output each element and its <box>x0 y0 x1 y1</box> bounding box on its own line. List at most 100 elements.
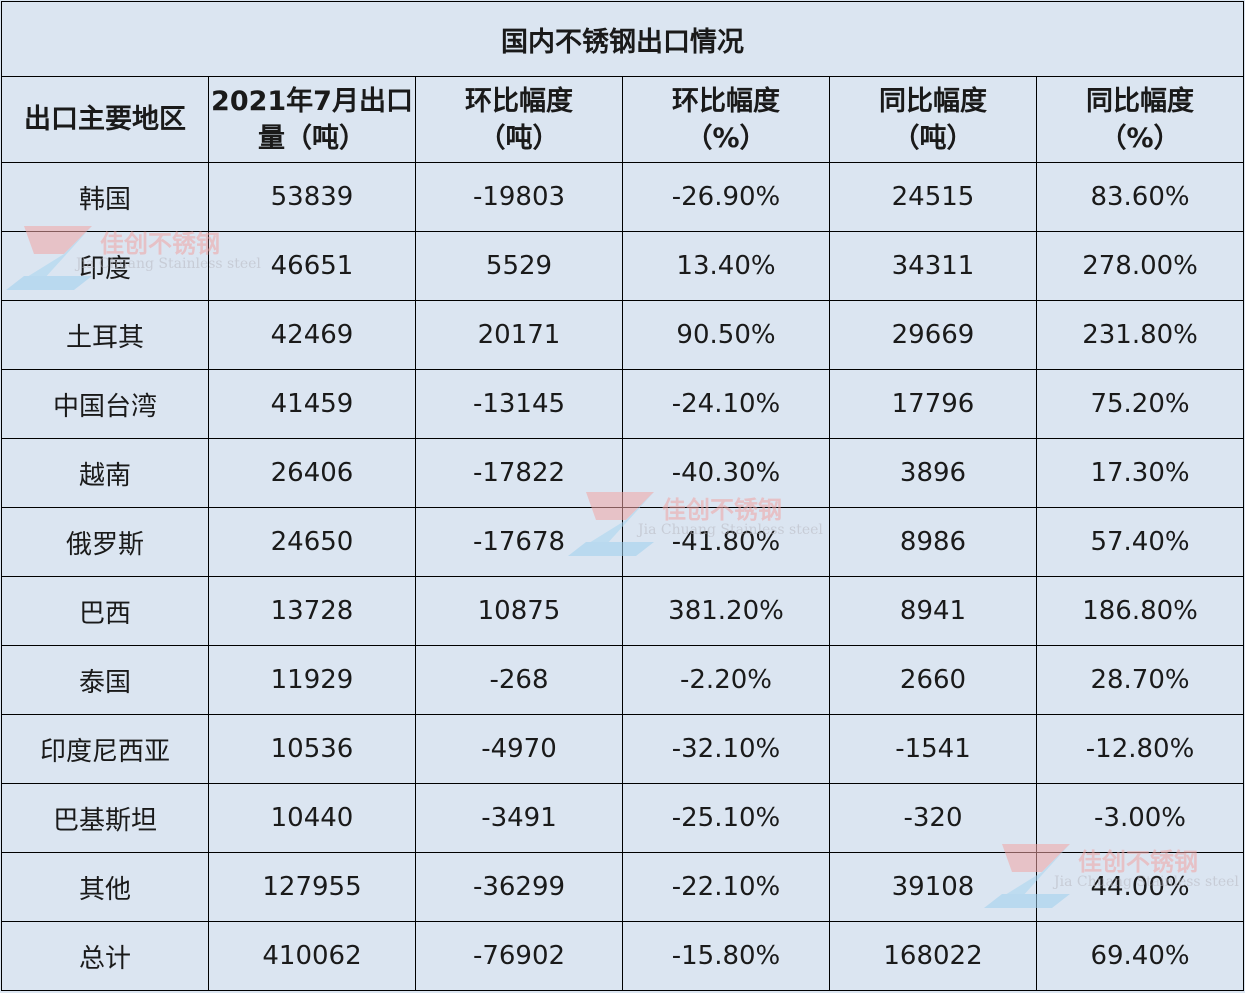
yoy-tons-cell: 2660 <box>829 645 1037 715</box>
export-volume-cell: 10536 <box>208 714 416 784</box>
export-volume-cell: 127955 <box>208 852 416 922</box>
export-volume-cell: 13728 <box>208 576 416 646</box>
yoy-tons-cell: 39108 <box>829 852 1037 922</box>
yoy-percent-cell: 17.30% <box>1035 438 1245 508</box>
header-line: 同比幅度 <box>879 85 987 117</box>
header-mom-percent: 环比幅度 （%） <box>622 76 830 163</box>
export-volume-cell: 26406 <box>208 438 416 508</box>
mom-tons-cell: 10875 <box>415 576 623 646</box>
yoy-percent-cell: 83.60% <box>1035 162 1245 232</box>
export-volume-cell: 10440 <box>208 783 416 853</box>
yoy-tons-cell: 29669 <box>829 300 1037 370</box>
mom-percent-cell: -24.10% <box>622 369 830 439</box>
export-volume-cell: 53839 <box>208 162 416 232</box>
region-cell: 总计 <box>1 921 209 991</box>
region-cell: 土耳其 <box>1 300 209 370</box>
yoy-tons-cell: 24515 <box>829 162 1037 232</box>
mom-percent-cell: -25.10% <box>622 783 830 853</box>
header-line: （吨） <box>892 122 974 154</box>
yoy-percent-cell: 231.80% <box>1035 300 1245 370</box>
yoy-percent-cell: 278.00% <box>1035 231 1245 301</box>
mom-percent-cell: -22.10% <box>622 852 830 922</box>
mom-percent-cell: -2.20% <box>622 645 830 715</box>
mom-tons-cell: -268 <box>415 645 623 715</box>
region-cell: 印度尼西亚 <box>1 714 209 784</box>
table-row: 土耳其 42469 20171 90.50% 29669 231.80% <box>1 300 1245 370</box>
yoy-tons-cell: 17796 <box>829 369 1037 439</box>
export-volume-cell: 24650 <box>208 507 416 577</box>
region-cell: 俄罗斯 <box>1 507 209 577</box>
mom-tons-cell: -3491 <box>415 783 623 853</box>
header-line: （%） <box>685 122 767 154</box>
yoy-percent-cell: 28.70% <box>1035 645 1245 715</box>
region-cell: 其他 <box>1 852 209 922</box>
table-title: 国内不锈钢出口情况 <box>0 1 1245 77</box>
region-cell: 中国台湾 <box>1 369 209 439</box>
table-row: 总计 410062 -76902 -15.80% 168022 69.40% <box>1 921 1245 991</box>
header-row: 出口主要地区 2021年7月出口 量（吨） 环比幅度 （吨） 环比幅度 （%） 同比幅度 （吨）… <box>1 76 1245 163</box>
export-volume-cell: 46651 <box>208 231 416 301</box>
mom-percent-cell: 13.40% <box>622 231 830 301</box>
mom-percent-cell: -15.80% <box>622 921 830 991</box>
mom-percent-cell: -26.90% <box>622 162 830 232</box>
export-volume-cell: 410062 <box>208 921 416 991</box>
mom-tons-cell: -36299 <box>415 852 623 922</box>
table-row: 印度 46651 5529 13.40% 34311 278.00% <box>1 231 1245 301</box>
table-row: 印度尼西亚 10536 -4970 -32.10% -1541 -12.80% <box>1 714 1245 784</box>
header-mom-tons: 环比幅度 （吨） <box>415 76 623 163</box>
table-row: 中国台湾 41459 -13145 -24.10% 17796 75.20% <box>1 369 1245 439</box>
yoy-tons-cell: 34311 <box>829 231 1037 301</box>
yoy-percent-cell: 44.00% <box>1035 852 1245 922</box>
table-row: 俄罗斯 24650 -17678 -41.80% 8986 57.40% <box>1 507 1245 577</box>
mom-tons-cell: -19803 <box>415 162 623 232</box>
yoy-percent-cell: 186.80% <box>1035 576 1245 646</box>
header-yoy-percent: 同比幅度 （%） <box>1035 76 1245 163</box>
table-row: 泰国 11929 -268 -2.20% 2660 28.70% <box>1 645 1245 715</box>
export-volume-cell: 41459 <box>208 369 416 439</box>
header-line: 环比幅度 <box>465 85 573 117</box>
table-row: 越南 26406 -17822 -40.30% 3896 17.30% <box>1 438 1245 508</box>
header-yoy-tons: 同比幅度 （吨） <box>829 76 1037 163</box>
yoy-tons-cell: -1541 <box>829 714 1037 784</box>
region-cell: 巴西 <box>1 576 209 646</box>
mom-percent-cell: 90.50% <box>622 300 830 370</box>
mom-percent-cell: -41.80% <box>622 507 830 577</box>
header-line: （%） <box>1099 122 1181 154</box>
mom-percent-cell: 381.20% <box>622 576 830 646</box>
table-row: 巴基斯坦 10440 -3491 -25.10% -320 -3.00% <box>1 783 1245 853</box>
header-line: 2021年7月出口 <box>211 85 413 117</box>
yoy-tons-cell: -320 <box>829 783 1037 853</box>
mom-tons-cell: -76902 <box>415 921 623 991</box>
mom-tons-cell: -4970 <box>415 714 623 784</box>
mom-tons-cell: 20171 <box>415 300 623 370</box>
region-cell: 韩国 <box>1 162 209 232</box>
header-line: 量（吨） <box>258 122 366 154</box>
yoy-tons-cell: 168022 <box>829 921 1037 991</box>
mom-tons-cell: -13145 <box>415 369 623 439</box>
yoy-tons-cell: 8941 <box>829 576 1037 646</box>
header-line: 出口主要地区 <box>24 104 186 135</box>
region-cell: 印度 <box>1 231 209 301</box>
yoy-tons-cell: 3896 <box>829 438 1037 508</box>
region-cell: 巴基斯坦 <box>1 783 209 853</box>
header-region: 出口主要地区 <box>1 76 209 163</box>
export-volume-cell: 42469 <box>208 300 416 370</box>
region-cell: 越南 <box>1 438 209 508</box>
yoy-percent-cell: 69.40% <box>1035 921 1245 991</box>
mom-percent-cell: -40.30% <box>622 438 830 508</box>
header-line: 同比幅度 <box>1086 85 1195 117</box>
yoy-percent-cell: -12.80% <box>1035 714 1245 784</box>
mom-tons-cell: 5529 <box>415 231 623 301</box>
title-row: 国内不锈钢出口情况 <box>0 1 1245 77</box>
mom-percent-cell: -32.10% <box>622 714 830 784</box>
header-line: 环比幅度 <box>672 85 780 117</box>
mom-tons-cell: -17822 <box>415 438 623 508</box>
header-line: （吨） <box>478 122 560 154</box>
region-cell: 泰国 <box>1 645 209 715</box>
table-body: 韩国 53839 -19803 -26.90% 24515 83.60% 印度 46651 55… <box>1 162 1245 991</box>
export-volume-cell: 11929 <box>208 645 416 715</box>
yoy-tons-cell: 8986 <box>829 507 1037 577</box>
yoy-percent-cell: -3.00% <box>1035 783 1245 853</box>
header-july-export: 2021年7月出口 量（吨） <box>208 76 416 163</box>
